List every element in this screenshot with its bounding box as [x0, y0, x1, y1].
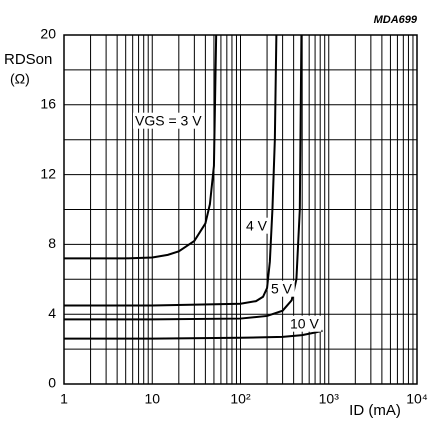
x-tick-label: 10³ [319, 391, 340, 407]
label-background [244, 217, 270, 234]
series-label: 5 V [271, 281, 293, 297]
series-label: 10 V [290, 316, 319, 332]
curve [64, 34, 303, 321]
series-label: 4 V [246, 218, 268, 234]
x-tick-label: 10⁴ [406, 391, 428, 407]
y-axis-unit: (Ω) [10, 71, 30, 87]
label-background [269, 280, 295, 297]
series-label: VGS = 3 V [135, 113, 202, 129]
x-tick-label: 10 [144, 391, 160, 407]
y-tick-label: 8 [48, 235, 56, 251]
y-axis-label: RDSon [4, 51, 52, 68]
y-tick-label: 0 [48, 375, 56, 391]
label-background [288, 315, 322, 332]
curve [64, 329, 323, 340]
x-axis-label: ID (mA) [349, 402, 401, 419]
x-tick-label: 1 [60, 391, 68, 407]
y-tick-label: 4 [48, 305, 56, 321]
curve [64, 34, 278, 307]
y-tick-label: 20 [40, 26, 56, 42]
y-tick-label: 16 [40, 96, 56, 112]
y-tick-label: 12 [40, 165, 56, 181]
source-label: MDA699 [374, 14, 418, 26]
plot-frame [63, 34, 418, 385]
curve [64, 34, 218, 260]
x-tick-label: 10² [230, 391, 251, 407]
label-background [133, 112, 205, 129]
